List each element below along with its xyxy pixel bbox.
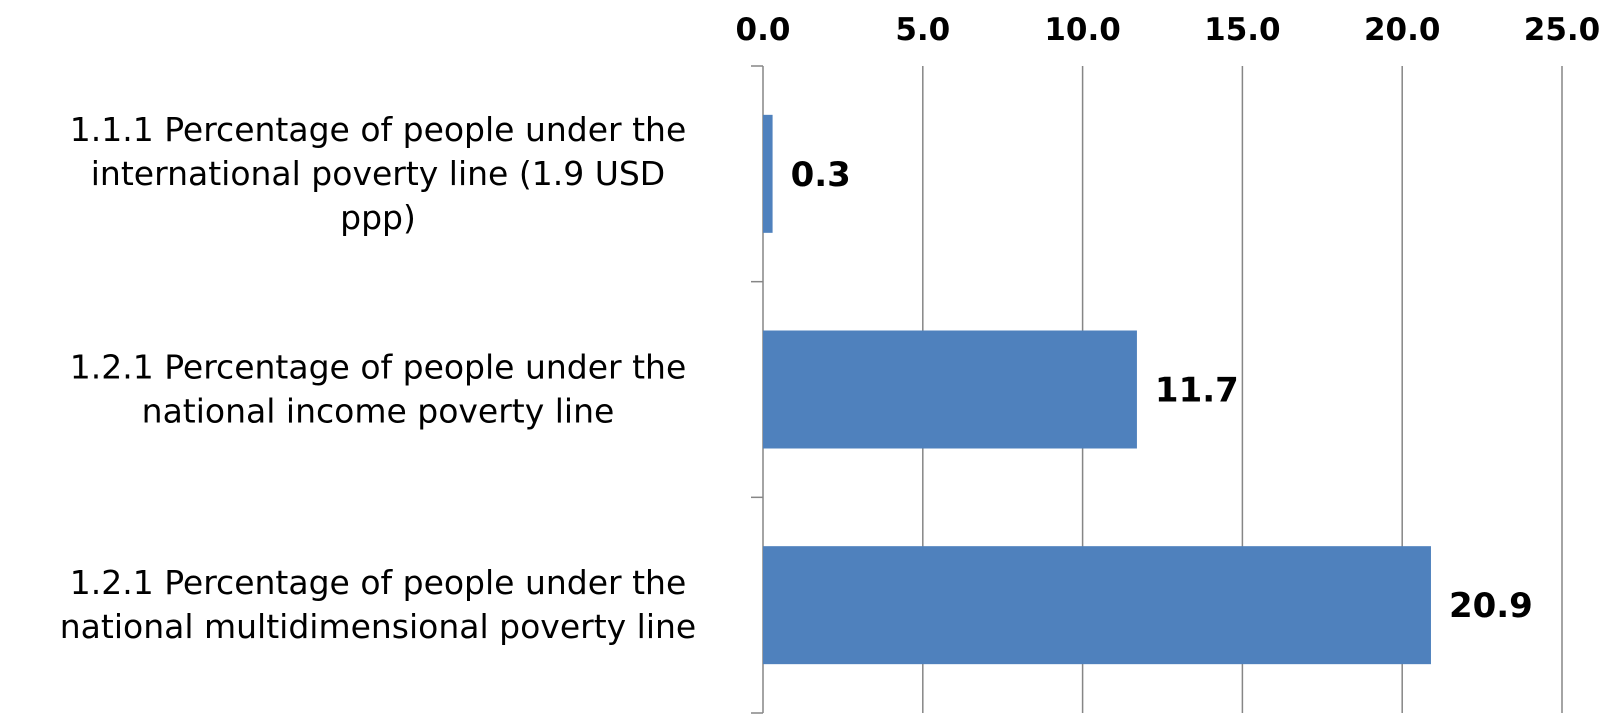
x-axis-tick-labels: 0.0 5.0 10.0 15.0 20.0 25.0 — [736, 12, 1601, 48]
category-label: 1.2.1 Percentage of people under the nati… — [70, 348, 687, 431]
x-tick-label: 5.0 — [895, 12, 950, 48]
data-label: 0.3 — [791, 155, 851, 195]
category-axis — [751, 65, 763, 714]
data-label: 20.9 — [1449, 586, 1533, 626]
category-label: 1.2.1 Percentage of people under the nati… — [60, 563, 696, 646]
data-label: 11.7 — [1155, 371, 1239, 411]
bar-2 — [763, 330, 1137, 449]
x-tick-label: 0.0 — [736, 12, 791, 48]
bar-1 — [763, 114, 773, 233]
x-tick-label: 20.0 — [1364, 12, 1441, 48]
category-label: 1.1.1 Percentage of people under the inte… — [70, 110, 687, 237]
x-tick-label: 25.0 — [1524, 12, 1601, 48]
bar-3 — [763, 546, 1431, 665]
bars — [763, 114, 1431, 665]
data-labels: 0.3 11.7 20.9 — [791, 155, 1533, 626]
x-tick-label: 10.0 — [1044, 12, 1121, 48]
category-labels: 1.1.1 Percentage of people under the inte… — [60, 110, 696, 646]
x-tick-label: 15.0 — [1204, 12, 1281, 48]
